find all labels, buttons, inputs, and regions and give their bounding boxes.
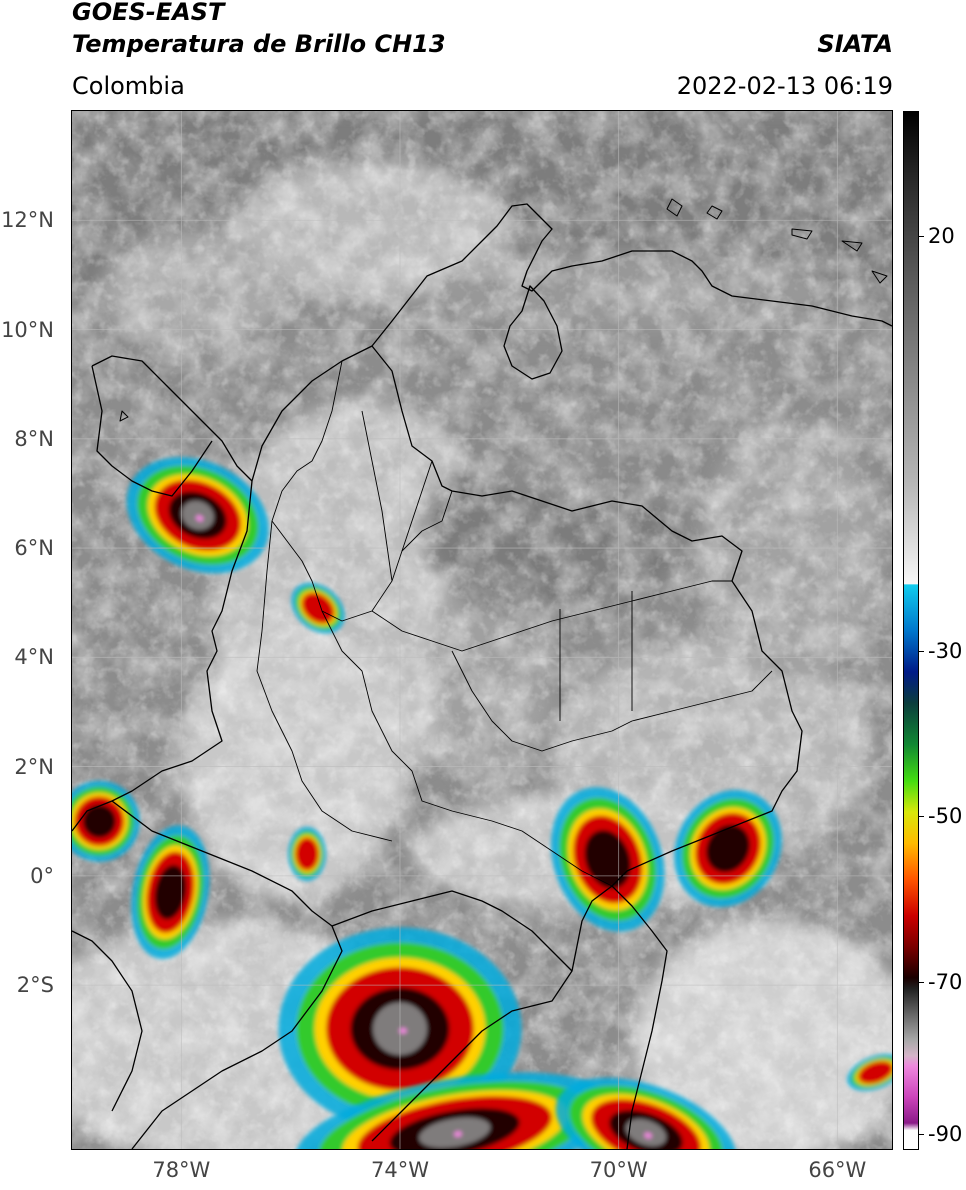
- storm-cell: [291, 582, 345, 634]
- colorbar-tick: [918, 1134, 924, 1135]
- longitude-label: 70°W: [589, 1158, 648, 1182]
- colorbar-tick: [918, 650, 924, 652]
- colorbar-tick: [918, 982, 924, 984]
- timestamp-label: 2022-02-13 06:19: [676, 72, 893, 100]
- latitude-label: 12°N: [1, 208, 54, 233]
- colorbar-tick-label: -70: [928, 970, 963, 995]
- latitude-label: 4°N: [14, 645, 54, 670]
- satellite-map[interactable]: [72, 111, 892, 1149]
- latitude-label: 10°N: [1, 317, 54, 342]
- product-title: Temperatura de Brillo CH13: [72, 30, 446, 58]
- colorbar-tick-label: -50: [928, 804, 963, 829]
- source-label: SIATA: [817, 30, 893, 58]
- temperature-colorbar: [903, 111, 919, 1150]
- latitude-label: 2°N: [14, 754, 54, 779]
- colorbar-tick-label: -30: [928, 638, 963, 663]
- colorbar-tick-label: -90: [928, 1122, 963, 1146]
- storm-cell: [131, 825, 210, 960]
- latitude-label: 8°N: [14, 426, 54, 451]
- colorbar-tick-label: 20: [928, 224, 955, 249]
- region-label: Colombia: [72, 72, 185, 100]
- storm-cell: [555, 1077, 737, 1149]
- colorbar-tick: [918, 816, 924, 818]
- storm-cell: [72, 780, 140, 862]
- storm-cell: [126, 457, 269, 574]
- coastlines-and-borders: [72, 198, 892, 1149]
- storm-cell: [674, 789, 782, 908]
- latitude-label: 6°N: [14, 536, 54, 561]
- latitude-label: 2°S: [16, 973, 54, 998]
- satellite-title: GOES-EAST: [72, 0, 225, 26]
- storm-cell: [550, 787, 665, 932]
- colorbar-tick: [918, 236, 924, 238]
- latitude-label: 0°: [30, 863, 54, 888]
- longitude-label: 78°W: [152, 1158, 211, 1182]
- convective-storms: [72, 457, 892, 1149]
- storm-cell: [294, 1072, 615, 1149]
- longitude-label: 74°W: [371, 1158, 429, 1182]
- map-canvas: [72, 111, 892, 1149]
- storm-cell: [288, 826, 326, 881]
- storm-cell: [847, 1054, 892, 1091]
- longitude-label: 66°W: [808, 1158, 867, 1182]
